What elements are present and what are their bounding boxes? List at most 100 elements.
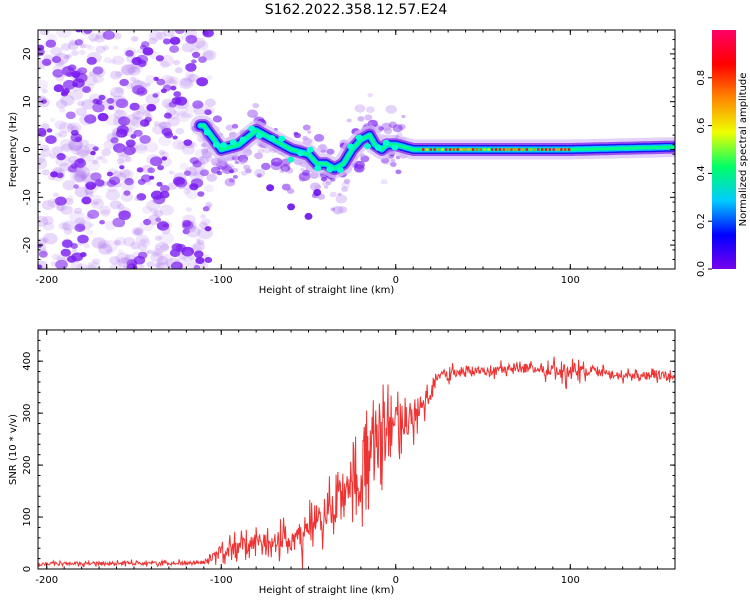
noise-blob — [66, 195, 74, 201]
noise-blob — [70, 129, 79, 136]
noise-blob — [172, 135, 178, 140]
noise-blob — [125, 49, 134, 57]
noise-blob — [170, 34, 177, 40]
noise-blob — [89, 194, 103, 205]
noise-blob — [150, 252, 164, 263]
scatter-blob — [337, 192, 342, 197]
noise-blob — [112, 217, 126, 228]
noise-blob — [80, 174, 87, 180]
noise-blob — [110, 86, 125, 98]
noise-blob — [193, 108, 206, 118]
scatter-blob — [357, 116, 365, 122]
noise-blob — [73, 170, 88, 181]
noise-blob — [69, 170, 86, 183]
scatter-blob — [330, 207, 336, 212]
noise-blob — [136, 167, 144, 173]
noise-blob — [182, 228, 190, 235]
noise-blob — [51, 253, 60, 261]
noise-blob — [172, 139, 186, 150]
noise-blob — [117, 249, 124, 255]
noise-blob — [187, 73, 200, 83]
noise-blob — [52, 192, 60, 198]
noise-blob — [156, 78, 166, 86]
scatter-blob — [241, 158, 248, 164]
noise-blob — [133, 255, 146, 265]
scatter-blob — [240, 170, 248, 176]
ridge-peak-dot — [255, 132, 263, 139]
scatter-blob — [270, 161, 283, 171]
noise-blob — [139, 264, 145, 269]
noise-blob — [80, 174, 93, 184]
scatter-blob — [397, 123, 406, 130]
noise-blob — [86, 56, 97, 65]
noise-blob — [131, 131, 138, 137]
scatter-blob — [382, 157, 392, 165]
noise-blob — [135, 144, 148, 154]
noise-blob — [204, 109, 212, 116]
noise-blob — [154, 91, 161, 96]
y-tick-label: -20 — [22, 237, 33, 253]
noise-blob — [136, 54, 149, 64]
noise-blob — [62, 180, 76, 191]
colorbar-tick-label: 0.2 — [696, 213, 707, 229]
colorbar-tick-label: 0.8 — [696, 70, 707, 86]
noise-blob — [85, 261, 101, 269]
noise-blob — [158, 121, 168, 129]
noise-blob — [116, 146, 132, 158]
noise-blob — [142, 110, 151, 117]
noise-blob — [136, 87, 148, 96]
noise-blob — [185, 207, 192, 212]
noise-blob — [59, 162, 71, 172]
ridge-peak-dot — [382, 139, 390, 146]
noise-blob — [142, 47, 154, 56]
noise-blob — [155, 217, 162, 222]
noise-blob — [101, 148, 112, 157]
scatter-blob — [388, 121, 397, 128]
noise-blob — [156, 181, 163, 187]
noise-blob — [124, 114, 140, 126]
x-tick-label: -100 — [210, 275, 233, 286]
noise-blob — [79, 44, 86, 49]
noise-blob — [67, 123, 76, 130]
noise-blob — [184, 74, 196, 83]
noise-blob — [54, 196, 67, 206]
noise-blob — [190, 59, 197, 64]
noise-blob — [106, 179, 117, 188]
spectrogram-x-axis-label: Height of straight line (km) — [259, 285, 395, 296]
noise-blob — [176, 110, 191, 122]
noise-blob — [148, 30, 163, 41]
scatter-blob — [326, 148, 335, 155]
noise-blob — [69, 89, 84, 101]
noise-blob — [104, 221, 117, 231]
noise-blob — [91, 159, 99, 165]
noise-blob — [199, 168, 210, 177]
colorbar-tick-label: 0.6 — [696, 118, 707, 134]
noise-blob — [72, 82, 79, 87]
noise-blob — [105, 248, 114, 255]
scatter-blob — [392, 124, 403, 133]
noise-blob — [192, 241, 205, 252]
ridge-peak-dot — [239, 136, 247, 143]
noise-blob — [90, 37, 97, 43]
noise-blob — [39, 30, 50, 36]
noise-blob — [168, 170, 175, 175]
noise-blob — [109, 92, 117, 98]
noise-blob — [202, 206, 210, 212]
y-tick-label: 100 — [22, 507, 33, 526]
noise-blob — [87, 113, 95, 120]
noise-blob — [56, 204, 65, 212]
noise-blob — [137, 178, 146, 185]
noise-blob — [125, 139, 136, 148]
scatter-blob — [261, 162, 271, 171]
noise-blob — [185, 71, 195, 79]
ridge-peak-dot — [364, 143, 372, 150]
noise-blob — [197, 159, 206, 166]
noise-blob — [181, 144, 195, 155]
ridge-peak-dot — [391, 144, 399, 151]
noise-blob — [74, 223, 86, 233]
noise-blob — [174, 263, 181, 269]
ridge-peak-dot — [306, 146, 314, 153]
noise-blob — [159, 204, 174, 216]
noise-blob — [87, 209, 100, 219]
noise-blob — [113, 239, 122, 246]
